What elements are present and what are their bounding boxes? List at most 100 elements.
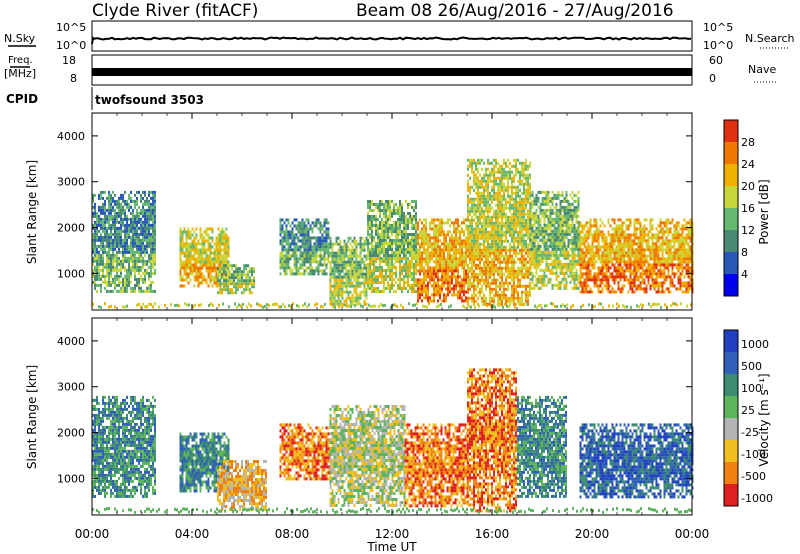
echo-cell	[415, 260, 417, 263]
echo-cell	[507, 296, 509, 300]
echo-cell	[331, 242, 334, 246]
echo-cell	[515, 248, 517, 252]
echo-cell	[237, 267, 239, 271]
echo-cell	[100, 190, 102, 194]
echo-cell	[92, 259, 94, 263]
echo-cell	[451, 293, 453, 297]
echo-cell	[545, 202, 548, 206]
echo-cell	[425, 287, 427, 291]
echo-cell	[523, 209, 525, 213]
echo-cell	[301, 263, 304, 267]
echo-cell	[507, 215, 509, 219]
echo-cell	[325, 263, 328, 267]
echo-cell	[469, 296, 471, 300]
echo-cell	[381, 251, 383, 254]
echo-cell	[433, 290, 435, 294]
echo-cell	[100, 289, 102, 293]
echo-cell	[495, 218, 497, 222]
echo-cell	[561, 235, 564, 239]
echo-cell	[463, 233, 465, 237]
echo-cell	[533, 253, 536, 257]
echo-cell	[439, 218, 441, 222]
echo-cell	[355, 251, 358, 255]
echo-cell	[144, 268, 146, 272]
echo-cell	[335, 281, 338, 285]
echo-cell	[375, 281, 377, 284]
echo-cell	[369, 227, 371, 230]
echo-cell	[505, 239, 507, 243]
echo-cell	[433, 284, 435, 288]
echo-cell	[309, 269, 312, 273]
echo-cell	[543, 280, 546, 284]
echo-cell	[301, 245, 304, 249]
echo-cell	[375, 242, 377, 245]
echo-cell	[142, 259, 144, 263]
echo-cell	[521, 245, 523, 249]
echo-cell	[429, 233, 431, 237]
echo-cell	[545, 244, 548, 248]
echo-cell	[453, 236, 455, 240]
echo-cell	[553, 253, 556, 257]
echo-cell	[128, 205, 130, 209]
echo-cell	[483, 251, 485, 255]
echo-cell	[499, 287, 501, 291]
echo-cell	[98, 208, 100, 212]
echo-cell	[517, 251, 519, 255]
echo-cell	[525, 158, 527, 162]
echo-cell	[315, 257, 318, 261]
echo-cell	[341, 257, 344, 261]
echo-cell	[303, 257, 306, 261]
echo-cell	[501, 218, 503, 222]
echo-cell	[130, 274, 132, 278]
echo-cell	[122, 193, 124, 197]
echo-cell	[100, 241, 102, 245]
echo-cell	[377, 290, 379, 293]
echo-cell	[391, 254, 393, 257]
echo-cell	[413, 200, 415, 203]
echo-cell	[511, 179, 513, 183]
echo-cell	[104, 223, 106, 227]
echo-cell	[483, 269, 485, 273]
echo-cell	[239, 279, 241, 283]
echo-cell	[485, 269, 487, 273]
echo-cell	[225, 288, 227, 292]
echo-cell	[415, 227, 417, 230]
echo-cell	[499, 254, 501, 258]
echo-cell	[477, 239, 479, 243]
echo-cell	[477, 275, 479, 279]
echo-cell	[110, 193, 112, 197]
echo-cell	[425, 296, 427, 300]
echo-cell	[307, 242, 310, 246]
echo-cell	[136, 232, 138, 236]
echo-cell	[98, 271, 100, 275]
echo-cell	[345, 290, 348, 294]
echo-cell	[381, 227, 383, 230]
echo-cell	[146, 217, 148, 221]
echo-cell	[521, 239, 523, 243]
echo-cell	[297, 224, 300, 228]
echo-cell	[523, 245, 525, 249]
echo-cell	[563, 205, 566, 209]
echo-cell	[313, 260, 316, 264]
echo-cell	[387, 269, 389, 272]
echo-cell	[179, 227, 182, 231]
echo-cell	[128, 232, 130, 236]
echo-cell	[525, 179, 527, 183]
echo-cell	[110, 271, 112, 275]
echo-cell	[195, 248, 198, 252]
echo-cell	[535, 259, 538, 263]
echo-cell	[569, 208, 572, 212]
echo-cell	[193, 278, 196, 282]
echo-cell	[154, 262, 156, 266]
echo-cell	[102, 220, 104, 224]
echo-cell	[475, 257, 477, 261]
echo-cell	[215, 248, 218, 252]
echo-cell	[451, 278, 453, 282]
echo-cell	[471, 245, 473, 249]
echo-cell	[433, 296, 435, 300]
echo-cell	[213, 251, 216, 255]
echo-cell	[517, 200, 519, 204]
echo-cell	[423, 245, 425, 249]
echo-cell	[116, 283, 118, 287]
echo-cell	[391, 224, 393, 227]
